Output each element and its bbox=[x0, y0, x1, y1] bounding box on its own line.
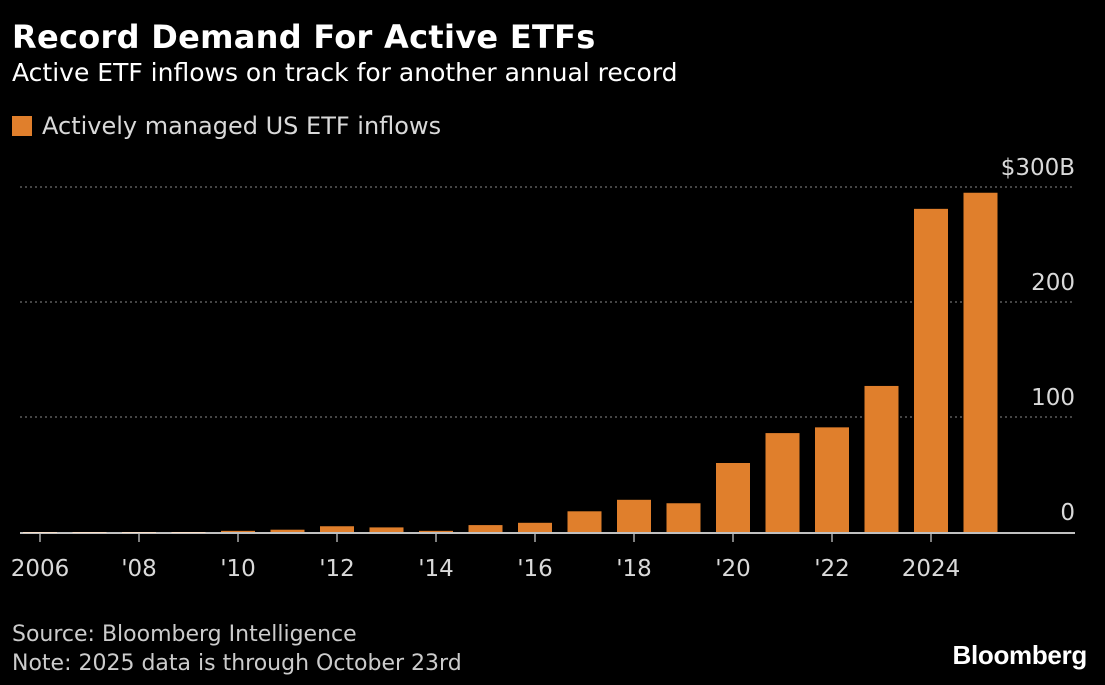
bar-2023 bbox=[864, 385, 899, 532]
bar-2010 bbox=[221, 530, 255, 532]
bar-2020 bbox=[716, 463, 750, 532]
x-tick-label: 2024 bbox=[902, 556, 961, 582]
chart-title: Record Demand For Active ETFs bbox=[12, 18, 596, 56]
x-tick-label: '18 bbox=[616, 556, 652, 582]
bar-2018 bbox=[617, 499, 651, 532]
legend: Actively managed US ETF inflows bbox=[12, 112, 441, 140]
bar-2014 bbox=[419, 530, 453, 532]
x-tick-label: '10 bbox=[220, 556, 256, 582]
x-tick-label: '08 bbox=[121, 556, 157, 582]
legend-swatch bbox=[12, 116, 32, 136]
x-tick-label: '14 bbox=[418, 556, 454, 582]
chart-subtitle: Active ETF inflows on track for another … bbox=[12, 58, 678, 87]
y-tick-label: 100 bbox=[1031, 385, 1075, 411]
x-tick-label: '16 bbox=[517, 556, 553, 582]
bar-2012 bbox=[320, 526, 354, 532]
y-tick-label: 200 bbox=[1031, 270, 1075, 296]
footer-notes: Source: Bloomberg Intelligence Note: 202… bbox=[12, 620, 462, 678]
bar-2017 bbox=[567, 511, 602, 532]
y-tick-label: 0 bbox=[1060, 500, 1075, 526]
bar-2011 bbox=[270, 529, 305, 532]
bar-2019 bbox=[666, 503, 701, 532]
bar-2024 bbox=[914, 208, 948, 532]
bar-2013 bbox=[369, 527, 404, 532]
x-tick-label: '22 bbox=[814, 556, 850, 582]
bar-chart: 0 100 200 $300B 2006 '08 '10 '12 '14 '16 '18 '20 '22… bbox=[11, 155, 1075, 582]
x-tick-label: '12 bbox=[319, 556, 355, 582]
y-tick-label: $300B bbox=[1001, 155, 1075, 181]
x-tick-label: '20 bbox=[715, 556, 751, 582]
bar-2022 bbox=[815, 427, 849, 532]
data-note: Note: 2025 data is through October 23rd bbox=[12, 651, 462, 676]
bar-2021 bbox=[765, 433, 800, 532]
bar-2016 bbox=[518, 522, 552, 532]
bar-2025 bbox=[963, 192, 998, 532]
source-note: Source: Bloomberg Intelligence bbox=[12, 622, 357, 647]
legend-label: Actively managed US ETF inflows bbox=[42, 112, 442, 140]
x-tick-label: 2006 bbox=[11, 556, 70, 582]
bloomberg-logo: Bloomberg bbox=[952, 640, 1087, 670]
bar-2015 bbox=[468, 525, 503, 532]
